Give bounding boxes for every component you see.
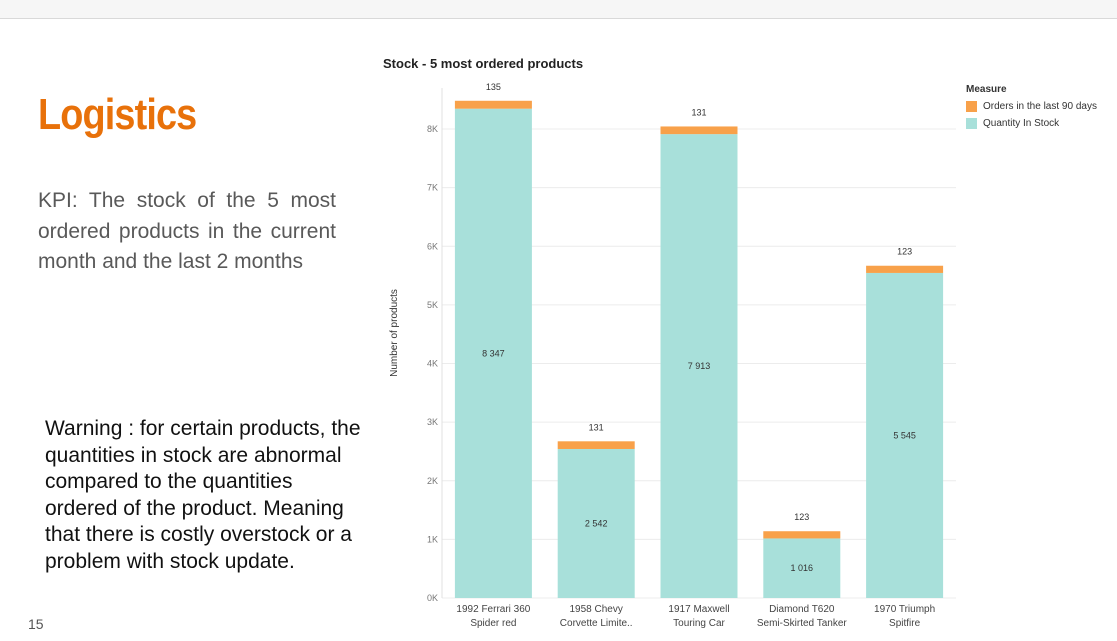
bar-stock-2 [660, 134, 738, 598]
orders-label-2: 131 [691, 107, 706, 117]
page-number: 15 [28, 616, 44, 632]
bar-stock-0 [454, 108, 532, 598]
chart-title: Stock - 5 most ordered products [383, 56, 584, 71]
bar-stock-1 [557, 448, 635, 598]
bar-orders-0 [454, 100, 532, 109]
bar-orders-3 [763, 531, 841, 539]
bar-stock-3 [763, 538, 841, 598]
x-tick-label-1-1: Corvette Limite.. [560, 618, 633, 629]
kpi-description: KPI: The stock of the 5 most ordered pro… [38, 189, 336, 273]
orders-label-0: 135 [486, 82, 501, 92]
x-tick-label-2-0: 1917 Maxwell [668, 604, 729, 615]
stock-label-0: 8 347 [482, 348, 505, 358]
x-tick-label-0-1: Spider red [470, 618, 516, 629]
legend-label-orders: Orders in the last 90 days [983, 101, 1097, 112]
warning-note: Warning : for certain products, the quan… [45, 417, 361, 573]
y-tick-label-2: 2K [427, 476, 438, 486]
chart-legend: Measure Orders in the last 90 days Quant… [966, 84, 1097, 132]
x-tick-label-3-1: Semi-Skirted Tanker [757, 618, 848, 629]
x-tick-label-4-1: Spitfire [889, 618, 921, 629]
y-tick-label-1: 1K [427, 534, 438, 544]
x-tick-label-3-0: Diamond T620 [769, 604, 835, 615]
bar-orders-1 [557, 441, 635, 449]
legend-label-stock: Quantity In Stock [983, 118, 1060, 129]
orders-label-3: 123 [794, 512, 809, 522]
stock-label-2: 7 913 [688, 361, 711, 371]
y-tick-label-5: 5K [427, 300, 438, 310]
bar-stock-4 [866, 272, 944, 598]
stock-label-3: 1 016 [791, 563, 814, 573]
y-axis-label: Number of products [389, 289, 400, 377]
legend-item-orders[interactable]: Orders in the last 90 days [966, 98, 1097, 115]
y-tick-label-0: 0K [427, 593, 438, 603]
bar-orders-4 [866, 265, 944, 273]
orders-label-4: 123 [897, 247, 912, 257]
bar-orders-2 [660, 126, 738, 135]
legend-title: Measure [966, 84, 1007, 95]
stock-label-1: 2 542 [585, 518, 608, 528]
x-tick-label-4-0: 1970 Triumph [874, 604, 935, 615]
y-tick-label-7: 7K [427, 183, 438, 193]
legend-swatch-stock [966, 118, 977, 129]
y-tick-label-6: 6K [427, 241, 438, 251]
x-tick-label-1-0: 1958 Chevy [570, 604, 623, 615]
legend-item-stock[interactable]: Quantity In Stock [966, 115, 1097, 132]
orders-label-1: 131 [589, 422, 604, 432]
y-tick-label-3: 3K [427, 417, 438, 427]
y-tick-label-4: 4K [427, 359, 438, 369]
legend-swatch-orders [966, 101, 977, 112]
stock-label-4: 5 545 [893, 430, 916, 440]
slide-title: Logistics [38, 90, 197, 139]
top-border [0, 0, 1117, 19]
y-tick-label-8: 8K [427, 124, 438, 134]
x-tick-label-2-1: Touring Car [673, 618, 725, 629]
x-tick-label-0-0: 1992 Ferrari 360 [456, 604, 530, 615]
stacked-bar-chart: 0K 1K 2K 3K 4K 5K 6K 7K 8K Number of products 135 8… [389, 82, 956, 629]
